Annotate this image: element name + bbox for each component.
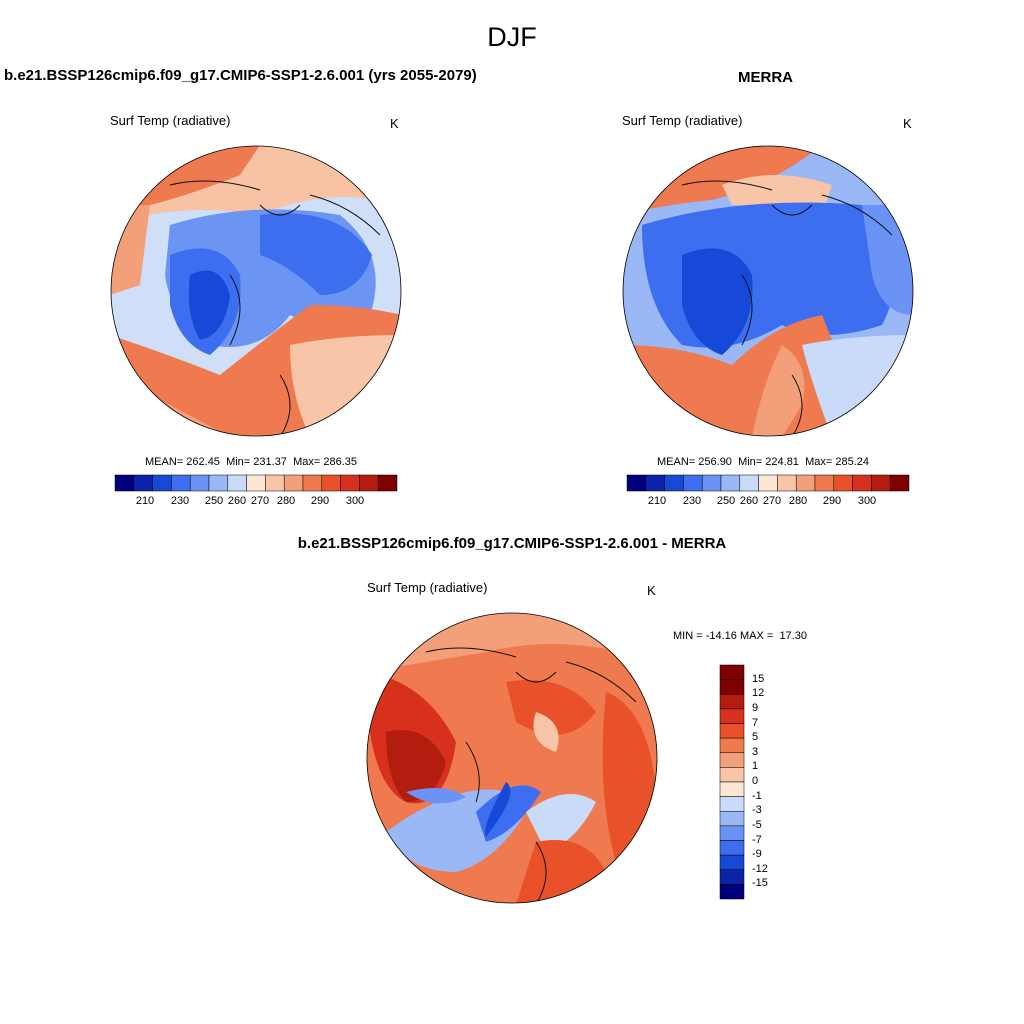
panel3-variable-label: Surf Temp (radiative) [367, 580, 488, 595]
colorbar-swatch [171, 474, 191, 492]
colorbar-swatch [719, 723, 745, 739]
colorbar-swatch [645, 474, 665, 492]
colorbar-swatch [719, 752, 745, 768]
colorbar-swatch [719, 708, 745, 724]
colorbar-swatch [739, 474, 759, 492]
panel1-polar-map [110, 145, 402, 437]
colorbar-swatch [321, 474, 341, 492]
panel3-colorbar-ticks: 15 12 9 7 5 3 1 0 -1 -3 -5 -7 -9 -12 -15 [752, 665, 782, 899]
colorbar-swatch [719, 796, 745, 812]
colorbar-swatch [283, 474, 304, 492]
colorbar-tick-label: 7 [752, 716, 759, 729]
panel2-units-label: K [903, 116, 912, 131]
colorbar-swatch [208, 474, 229, 492]
colorbar-swatch [758, 474, 778, 492]
colorbar-tick-label: 15 [752, 672, 765, 685]
panel1-stats: MEAN= 262.45 Min= 231.37 Max= 286.35 [145, 456, 357, 468]
colorbar-tick-label: -7 [752, 833, 762, 846]
colorbar-tick-label: 210 [647, 495, 667, 507]
colorbar-swatch [889, 474, 910, 492]
panel1-colorbar-ticks: 210 230 250 260 270 280 290 300 [115, 495, 397, 509]
colorbar-swatch [719, 811, 745, 827]
colorbar-tick-label: 3 [752, 745, 759, 758]
colorbar-swatch [719, 679, 745, 695]
colorbar-tick-label: 270 [250, 495, 270, 507]
colorbar-tick-label: 270 [762, 495, 782, 507]
colorbar-swatch [795, 474, 816, 492]
panel1-variable-label: Surf Temp (radiative) [110, 113, 231, 128]
panel2-colorbar [626, 474, 910, 492]
colorbar-tick-label: 250 [716, 495, 736, 507]
colorbar-swatch [719, 884, 745, 900]
colorbar-swatch [719, 840, 745, 856]
colorbar-tick-label: -5 [752, 818, 762, 831]
panel2-title: MERRA [738, 69, 793, 86]
colorbar-swatch [852, 474, 872, 492]
panel2-colorbar-ticks: 210 230 250 260 270 280 290 300 [627, 495, 909, 509]
panel1-colorbar [114, 474, 398, 492]
colorbar-swatch [720, 474, 741, 492]
colorbar-swatch [719, 781, 745, 797]
colorbar-swatch [871, 474, 891, 492]
colorbar-swatch [719, 767, 745, 783]
colorbar-tick-label: 0 [752, 775, 759, 787]
colorbar-tick-label: -3 [752, 804, 762, 817]
colorbar-tick-label: -1 [752, 789, 762, 802]
colorbar-tick-label: 280 [276, 495, 296, 507]
colorbar-swatch [626, 474, 647, 492]
panel3-title: b.e21.BSSP126cmip6.f09_g17.CMIP6-SSP1-2.… [297, 535, 727, 552]
panel2-polar-map [622, 145, 914, 437]
colorbar-swatch [227, 474, 247, 492]
colorbar-swatch [302, 474, 323, 492]
colorbar-tick-label: 230 [682, 495, 702, 507]
colorbar-swatch [719, 825, 745, 841]
panel2-variable-label: Surf Temp (radiative) [622, 113, 743, 128]
colorbar-swatch [814, 474, 835, 492]
panel2-stats: MEAN= 256.90 Min= 224.81 Max= 285.24 [657, 456, 869, 468]
colorbar-swatch [377, 474, 398, 492]
colorbar-swatch [701, 474, 722, 492]
colorbar-tick-label: 210 [135, 495, 155, 507]
colorbar-tick-label: 300 [857, 495, 877, 507]
colorbar-swatch [777, 474, 797, 492]
colorbar-tick-label: 250 [204, 495, 224, 507]
panel3-stats: MIN = -14.16 MAX = 17.30 [673, 630, 807, 642]
colorbar-tick-label: 300 [345, 495, 365, 507]
colorbar-tick-label: 260 [739, 495, 759, 507]
colorbar-swatch [719, 869, 745, 885]
colorbar-tick-label: 290 [822, 495, 842, 507]
colorbar-swatch [683, 474, 703, 492]
colorbar-swatch [189, 474, 210, 492]
colorbar-tick-label: -15 [752, 877, 768, 890]
colorbar-tick-label: 1 [752, 760, 759, 773]
colorbar-swatch [719, 664, 745, 680]
colorbar-tick-label: 5 [752, 731, 759, 744]
colorbar-tick-label: -12 [752, 862, 768, 875]
colorbar-swatch [719, 694, 745, 710]
colorbar-tick-label: -9 [752, 848, 762, 861]
main-title: DJF [487, 22, 537, 52]
colorbar-tick-label: 290 [310, 495, 330, 507]
colorbar-swatch [833, 474, 853, 492]
panel3-units-label: K [647, 583, 656, 598]
colorbar-swatch [719, 854, 745, 870]
colorbar-swatch [133, 474, 153, 492]
colorbar-tick-label: 280 [788, 495, 808, 507]
colorbar-swatch [246, 474, 266, 492]
colorbar-swatch [340, 474, 360, 492]
colorbar-swatch [114, 474, 135, 492]
panel3-polar-map [366, 612, 658, 904]
colorbar-swatch [664, 474, 684, 492]
colorbar-tick-label: 260 [227, 495, 247, 507]
colorbar-tick-label: 230 [170, 495, 190, 507]
colorbar-swatch [359, 474, 379, 492]
colorbar-tick-label: 9 [752, 701, 759, 714]
panel1-title: b.e21.BSSP126cmip6.f09_g17.CMIP6-SSP1-2.… [4, 67, 477, 84]
colorbar-swatch [265, 474, 285, 492]
panel1-units-label: K [390, 116, 399, 131]
panel3-colorbar [719, 664, 745, 900]
colorbar-tick-label: 12 [752, 687, 765, 700]
colorbar-swatch [719, 737, 745, 753]
colorbar-swatch [152, 474, 172, 492]
